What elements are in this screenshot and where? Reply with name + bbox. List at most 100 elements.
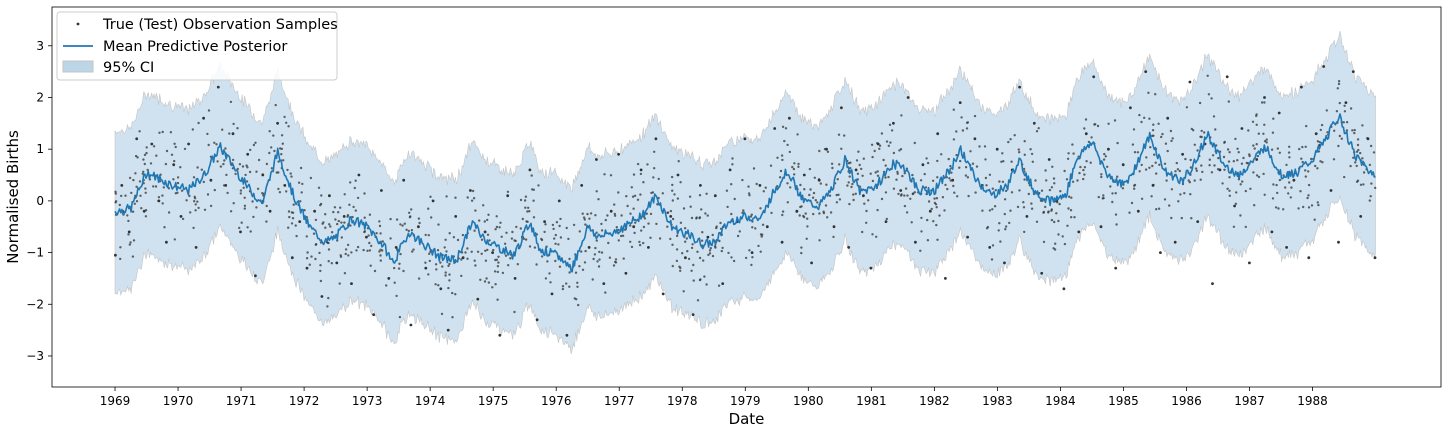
observation-point bbox=[897, 192, 900, 196]
observation-point bbox=[598, 258, 601, 261]
observation-point bbox=[1349, 164, 1352, 168]
observation-point bbox=[576, 285, 579, 288]
x-tick-label: 1969 bbox=[100, 394, 131, 408]
observation-point bbox=[336, 222, 339, 226]
observation-point bbox=[144, 187, 147, 190]
observation-point bbox=[1277, 207, 1280, 210]
observation-point bbox=[884, 164, 887, 167]
observation-point bbox=[1195, 169, 1199, 172]
observation-point bbox=[494, 258, 497, 262]
observation-point bbox=[131, 255, 135, 258]
observation-point bbox=[1298, 147, 1301, 151]
observation-point bbox=[643, 217, 647, 220]
observation-point bbox=[272, 134, 275, 137]
observation-point bbox=[690, 246, 694, 250]
observation-point bbox=[319, 204, 322, 207]
observation-point bbox=[1130, 201, 1134, 205]
observation-point bbox=[1017, 148, 1020, 151]
observation-point bbox=[920, 230, 923, 233]
observation-point bbox=[604, 218, 607, 222]
observation-point bbox=[228, 132, 231, 135]
observation-point bbox=[498, 226, 501, 229]
observation-point bbox=[1255, 174, 1259, 177]
observation-point bbox=[620, 234, 623, 238]
observation-point bbox=[487, 281, 491, 284]
observation-point bbox=[748, 194, 751, 197]
observation-point bbox=[401, 224, 404, 227]
observation-point bbox=[731, 163, 734, 166]
observation-point bbox=[486, 218, 489, 222]
observation-point bbox=[1022, 206, 1026, 209]
observation-point bbox=[770, 211, 773, 215]
observation-point bbox=[410, 229, 414, 232]
observation-point bbox=[865, 209, 868, 213]
observation-point bbox=[706, 214, 709, 217]
observation-point bbox=[173, 159, 176, 163]
observation-point bbox=[174, 145, 177, 149]
observation-point bbox=[1031, 160, 1035, 163]
observation-point bbox=[299, 166, 303, 170]
observation-point bbox=[758, 184, 762, 187]
observation-point bbox=[613, 214, 617, 217]
observation-point bbox=[819, 182, 822, 185]
observation-point bbox=[1129, 106, 1132, 110]
observation-point bbox=[804, 212, 807, 215]
observation-point bbox=[671, 189, 674, 192]
observation-point bbox=[456, 238, 460, 242]
observation-point bbox=[828, 194, 832, 197]
observation-point bbox=[255, 170, 258, 173]
observation-point bbox=[676, 197, 680, 200]
observation-point bbox=[629, 224, 632, 227]
observation-point bbox=[265, 204, 268, 208]
observation-point bbox=[1278, 178, 1282, 182]
observation-point bbox=[275, 171, 278, 174]
observation-point bbox=[1059, 190, 1062, 193]
observation-point bbox=[236, 127, 239, 130]
observation-point bbox=[494, 283, 497, 286]
observation-point bbox=[1128, 211, 1131, 214]
observation-point bbox=[1244, 189, 1248, 193]
observation-point bbox=[699, 184, 702, 187]
observation-point bbox=[597, 198, 600, 201]
observation-point bbox=[145, 151, 148, 155]
observation-point bbox=[280, 134, 284, 137]
observation-point bbox=[314, 218, 318, 222]
observation-point bbox=[715, 225, 718, 228]
observation-point bbox=[629, 240, 632, 243]
observation-point bbox=[158, 131, 161, 134]
observation-point bbox=[1212, 115, 1216, 118]
observation-point bbox=[1260, 101, 1264, 104]
observation-point bbox=[698, 256, 702, 260]
observation-point bbox=[213, 141, 216, 144]
observation-point bbox=[631, 195, 635, 198]
observation-point bbox=[786, 182, 789, 185]
observation-point bbox=[298, 220, 302, 224]
observation-point bbox=[1083, 166, 1087, 169]
observation-point bbox=[1255, 114, 1258, 118]
observation-point bbox=[114, 253, 117, 257]
observation-point bbox=[840, 106, 843, 110]
observation-point bbox=[1057, 219, 1060, 223]
observation-point bbox=[1176, 168, 1180, 171]
observation-point bbox=[714, 246, 717, 249]
observation-point bbox=[1356, 143, 1360, 147]
ci-band bbox=[114, 30, 1376, 355]
observation-point bbox=[750, 263, 753, 267]
observation-point bbox=[1034, 179, 1037, 182]
observation-point bbox=[299, 200, 302, 203]
observation-point bbox=[1010, 191, 1014, 194]
y-axis-label: Normalised Births bbox=[4, 130, 22, 264]
observation-point bbox=[1233, 204, 1236, 208]
observation-point bbox=[356, 245, 360, 249]
observation-point bbox=[161, 130, 164, 134]
observation-point bbox=[559, 217, 562, 221]
observation-point bbox=[909, 197, 912, 200]
observation-point bbox=[436, 249, 440, 252]
observation-point bbox=[812, 212, 815, 216]
observation-point bbox=[598, 250, 601, 254]
x-tick-label: 1981 bbox=[856, 394, 887, 408]
observation-point bbox=[984, 158, 987, 161]
observation-point bbox=[1213, 164, 1216, 167]
observation-point bbox=[887, 144, 890, 147]
observation-point bbox=[1107, 147, 1110, 151]
